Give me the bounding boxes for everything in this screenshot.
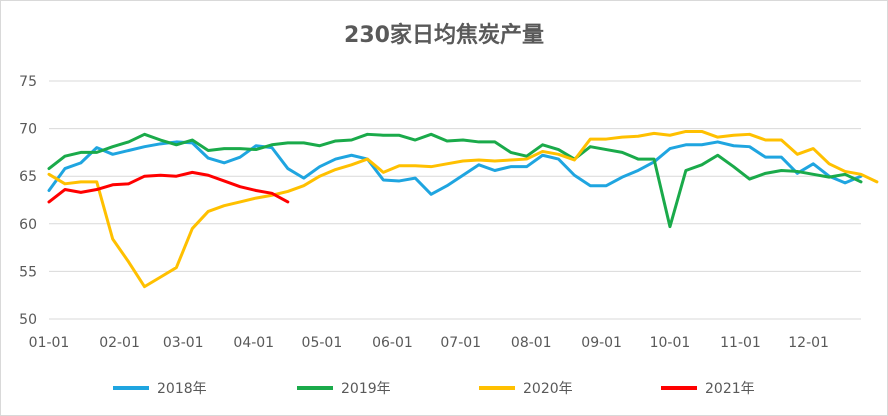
x-tick-label: 03-01 [163,335,204,351]
legend-swatch [297,386,333,390]
legend-item: 2018年 [113,377,207,399]
series-line-1 [47,132,863,229]
y-tick-label: 65 [19,169,37,185]
x-tick-label: 10-01 [650,335,691,351]
legend-item: 2021年 [661,377,755,399]
y-tick-label: 50 [19,312,37,328]
legend-item: 2019年 [297,377,391,399]
chart-legend: 2018年 2019年 2020年 2021年 [1,377,887,399]
x-tick-label: 04-01 [233,335,274,351]
legend-label: 2018年 [157,381,207,397]
x-tick-label: 08-01 [511,335,552,351]
legend-label: 2020年 [523,381,573,397]
series-line-2 [47,129,879,289]
legend-label: 2021年 [705,381,755,397]
y-tick-label: 70 [19,122,37,138]
legend-swatch [479,386,515,390]
chart-title: 230家日均焦炭产量 [344,23,544,48]
y-tick-label: 75 [19,74,37,90]
x-tick-label: 06-01 [372,335,413,351]
y-tick-label: 55 [19,264,37,280]
x-tick-label: 11-01 [720,335,761,351]
y-tick-label: 60 [19,217,37,233]
x-tick-label: 01-01 [29,335,70,351]
legend-swatch [113,386,149,390]
series-line-0 [47,140,863,196]
x-tick-label: 05-01 [302,335,343,351]
x-tick-label: 09-01 [581,335,622,351]
series-line-3 [47,170,290,204]
x-tick-label: 02-01 [99,335,140,351]
legend-swatch [661,386,697,390]
legend-label: 2019年 [341,381,391,397]
x-tick-label: 07-01 [440,335,481,351]
legend-item: 2020年 [479,377,573,399]
x-tick-label: 12-01 [788,335,829,351]
